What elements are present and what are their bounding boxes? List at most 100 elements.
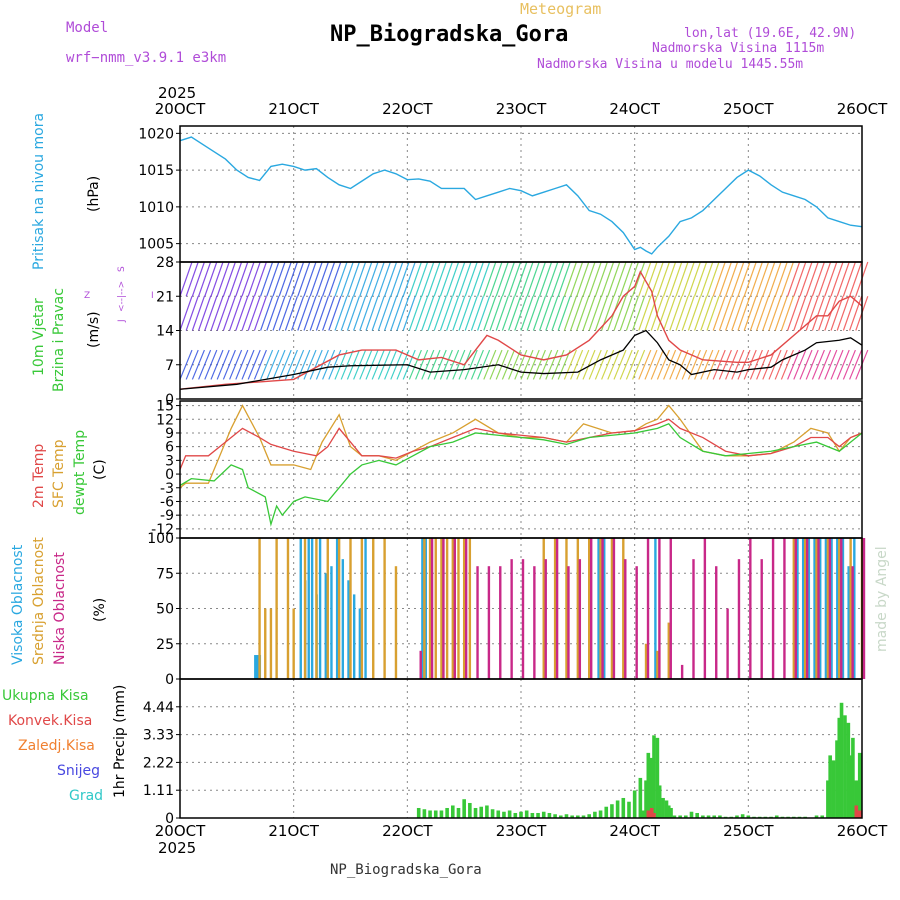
wind-barb (675, 261, 689, 297)
wind-barb (260, 296, 274, 331)
cloud-bar (862, 538, 866, 679)
wind-barb (563, 261, 577, 297)
cloud-bar (838, 538, 841, 679)
temp2m-line (179, 418, 863, 470)
wind-barb (446, 349, 460, 380)
wind-barb (625, 349, 639, 380)
wind-barb (737, 296, 751, 331)
wind-barb (198, 296, 212, 331)
wind-barb (247, 349, 261, 380)
wind-barb (762, 349, 776, 380)
y-tick-label: 0 (165, 467, 174, 483)
precip-bar (646, 810, 651, 818)
wind-barb (458, 261, 472, 297)
wind-barb (278, 349, 292, 380)
wind-barb (402, 296, 416, 331)
cloud-bar (383, 538, 386, 679)
cloud-bar (457, 538, 460, 679)
cloud-bar (476, 566, 479, 679)
precip-bar (507, 810, 512, 818)
cloud-bar (419, 650, 422, 679)
wind-barb (774, 261, 788, 297)
cloud-bar (656, 650, 659, 679)
wind-barb (842, 296, 856, 331)
cloud-bar (624, 559, 627, 679)
cloud-bar (588, 538, 591, 679)
cloud-bar (421, 538, 424, 679)
x-tick-label-bottom: 24OCT (609, 822, 660, 840)
precip-bar (646, 752, 651, 818)
x-tick-label-top: 23OCT (496, 100, 547, 118)
wind-barb (532, 296, 546, 331)
wind-barb (371, 261, 385, 297)
wind-barb (284, 296, 298, 331)
cloud-bar (468, 538, 472, 679)
wind-barb (514, 296, 528, 331)
wind-barb (613, 296, 627, 331)
wind-barb (272, 261, 286, 297)
cloud-bar (578, 559, 582, 679)
dewpt-line (179, 423, 863, 527)
wind-barb (483, 261, 497, 297)
precip-bar (857, 810, 862, 818)
cloud-bar (576, 538, 580, 679)
y-tick-label: 3.33 (143, 728, 174, 744)
wind-barb (470, 261, 484, 297)
cloud-bar (364, 538, 367, 679)
wind-barb (768, 296, 782, 331)
precip-bar (502, 811, 506, 818)
cloud-bar (819, 538, 822, 679)
y-tick-label: 0 (165, 672, 174, 688)
wind-barb (322, 349, 336, 380)
wind-barb (780, 261, 794, 297)
precip-bar (649, 807, 654, 818)
precip-bar (416, 807, 421, 818)
cloud-bar (347, 580, 350, 679)
wind-barb (253, 349, 267, 380)
wind-barb (700, 296, 714, 331)
wind-barb (477, 349, 491, 380)
wind-barb (706, 296, 720, 331)
wind-barb (756, 349, 770, 380)
wind-barb (483, 349, 497, 380)
precip-label-snow: Snijeg (57, 763, 100, 779)
cloud-bar (349, 538, 352, 679)
wind-barb (619, 349, 633, 380)
wind-barb (501, 261, 515, 297)
wind-barb (718, 296, 732, 331)
x-tick-label-top: 26OCT (837, 100, 888, 118)
wind-barb (396, 261, 410, 297)
wind-barb (787, 296, 801, 331)
wind-barb (718, 261, 732, 297)
cloud-label-mid: Srednja Oblacnost (31, 537, 47, 665)
x-tick-label-top: 24OCT (609, 100, 660, 118)
precip-bar (657, 785, 662, 818)
precip-bar (445, 807, 449, 818)
wind-barb (260, 349, 274, 380)
cloud-bar (597, 538, 600, 679)
y-tick-label: 50 (156, 602, 174, 618)
wind-barb (284, 261, 298, 297)
cloud-bar (341, 559, 345, 679)
cloud-bar (462, 538, 466, 679)
wind-barb (291, 296, 305, 331)
precip-bar (851, 737, 855, 818)
wind-barb (675, 296, 689, 331)
wind-barb (588, 296, 602, 331)
wind-barb (508, 296, 522, 331)
cloud-bar (715, 566, 718, 679)
precip-bar (610, 804, 614, 818)
cloud-bar (310, 538, 314, 679)
cloud-bar (590, 538, 593, 679)
cloud-bar (622, 538, 625, 679)
y-tick-label: -9 (160, 508, 174, 524)
y-tick-label: -12 (151, 522, 174, 538)
wind-barb (632, 261, 646, 297)
wind-gust-line (179, 270, 863, 390)
cloud-bar (796, 538, 799, 679)
precip-bar (835, 740, 839, 818)
wind-barb (346, 349, 360, 380)
cloud-bar (635, 566, 638, 679)
cloud-bar (256, 655, 259, 679)
wind-barb (334, 296, 348, 331)
